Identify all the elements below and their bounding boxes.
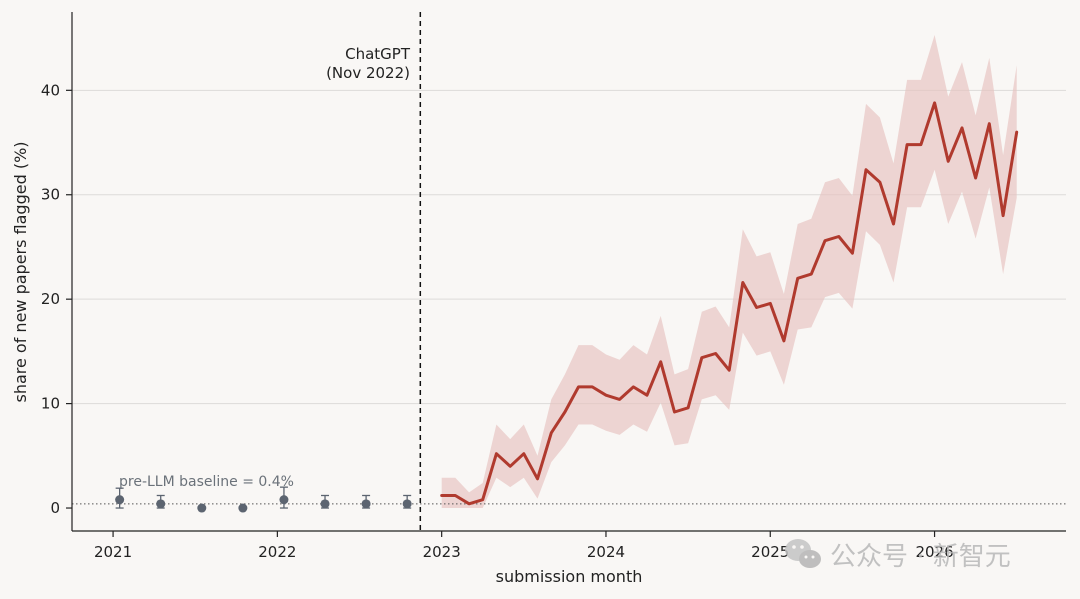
pre-llm-point-5	[279, 486, 289, 509]
y-tick-label: 20	[41, 290, 60, 308]
chatgpt-label-line2: (Nov 2022)	[326, 64, 410, 82]
point-marker	[156, 499, 166, 509]
pre-llm-point-3	[197, 503, 207, 513]
confidence-band	[441, 35, 1017, 508]
watermark-text: 公众号 · 新智元	[830, 542, 1011, 572]
pre-llm-points-group	[115, 486, 412, 513]
point-marker	[115, 495, 125, 505]
x-axis-title: submission month	[496, 567, 643, 586]
x-tick-label: 2022	[258, 543, 296, 561]
point-marker	[279, 495, 289, 505]
pre-llm-point-4	[238, 503, 248, 513]
pre-llm-point-2	[156, 494, 166, 509]
series-line	[440, 101, 1019, 506]
point-marker	[320, 499, 330, 509]
x-tick-label: 2023	[423, 543, 461, 561]
baseline-label: pre-LLM baseline = 0.4%	[119, 474, 294, 490]
x-ticks: 2021 2022 2023 2024 2025 2026	[94, 531, 954, 561]
y-tick-label: 40	[41, 81, 60, 99]
confidence-band-group	[441, 35, 1017, 508]
chatgpt-label-line1: ChatGPT	[345, 45, 411, 63]
wechat-icon	[785, 539, 821, 568]
pre-llm-point-1	[115, 487, 125, 509]
x-tick-label: 2026	[915, 543, 953, 561]
series-line-group	[440, 101, 1019, 506]
point-marker	[197, 503, 207, 513]
pre-llm-point-8	[402, 494, 412, 509]
point-marker	[238, 503, 248, 513]
pre-llm-point-6	[320, 494, 330, 509]
x-tick-label: 2024	[587, 543, 625, 561]
watermark: 公众号 · 新智元	[785, 539, 1011, 572]
pre-llm-point-7	[361, 494, 371, 509]
axes	[71, 12, 1066, 532]
x-tick-label: 2021	[94, 543, 132, 561]
y-tick-label: 10	[41, 395, 60, 413]
point-marker	[402, 499, 412, 509]
x-tick-label: 2025	[751, 543, 789, 561]
y-tick-label: 0	[50, 499, 60, 517]
point-marker	[361, 499, 371, 509]
y-tick-label: 30	[41, 186, 60, 204]
y-axis-title: share of new papers flagged (%)	[11, 141, 30, 402]
y-ticks: 0 10 20 30 40	[41, 81, 72, 517]
